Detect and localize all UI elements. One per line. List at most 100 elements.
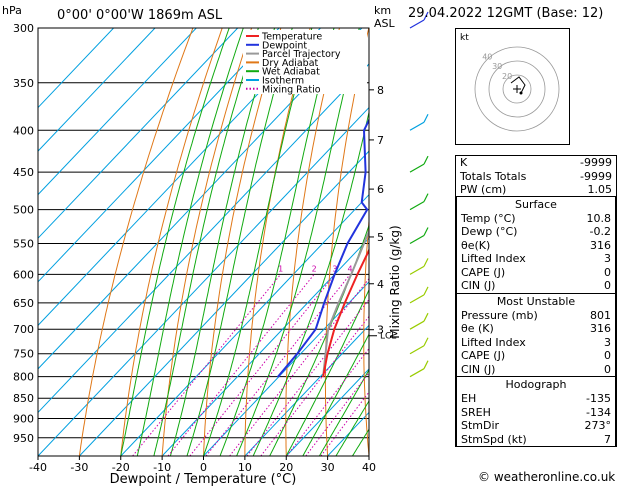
hodograph-title: Hodograph	[505, 378, 567, 391]
index-row: Totals Totals -9999	[456, 170, 616, 184]
km-unit-label: km	[374, 4, 391, 17]
pressure-tick-label: 800	[13, 371, 34, 384]
surface-label: Dewp (°C)	[461, 225, 518, 238]
pressure-tick-label: 850	[13, 392, 34, 405]
isotherm-line	[38, 28, 239, 239]
surface-row: Temp (°C) 10.8	[457, 212, 615, 226]
hodograph: kt 40 30 20	[455, 28, 570, 145]
pressure-tick-label: 950	[13, 432, 34, 445]
dry-adiabat-line	[203, 28, 282, 456]
hodograph-ring-label: 30	[492, 62, 502, 71]
unstable-label: Pressure (mb)	[461, 308, 538, 322]
km-tick-label: 4	[377, 278, 384, 291]
unstable-row: CAPE (J) 0	[457, 349, 615, 363]
pressure-tick-label: 500	[13, 204, 34, 217]
x-tick-label: 20	[279, 461, 293, 474]
unstable-label: Lifted Index	[461, 335, 526, 349]
surface-title: Surface	[515, 197, 557, 211]
most-unstable-box: Most Unstable Pressure (mb) 801 θe (K) 316 L…	[456, 292, 616, 377]
lcl-label: LCL	[380, 332, 396, 342]
pressure-tick-label: 300	[13, 22, 34, 35]
hodograph-ring	[474, 46, 560, 132]
unstable-value: 316	[590, 322, 611, 335]
unstable-row: θe (K) 316	[457, 322, 615, 336]
pressure-tick-label: 350	[13, 77, 34, 90]
unstable-value: 0	[604, 349, 611, 362]
isotherm-line	[38, 28, 156, 152]
unstable-label: CAPE (J)	[461, 349, 506, 362]
legend-label: Dry Adiabat	[262, 58, 319, 69]
hodograph-ring-label: 20	[502, 72, 512, 81]
unstable-row: Lifted Index 3	[457, 336, 615, 350]
surface-value: 0	[604, 279, 611, 292]
wet-adiabat-line	[269, 223, 369, 456]
mixing-ratio-line	[286, 347, 369, 456]
hodograph-stat-row: EH -135	[457, 392, 615, 406]
index-value: 1.05	[587, 183, 613, 196]
wind-barb	[409, 294, 425, 304]
hodograph-stat-row: SREH -134	[457, 406, 615, 420]
pressure-tick-label: 550	[13, 237, 34, 250]
isotherm-line	[79, 150, 369, 456]
mixing-ratio-line	[167, 274, 315, 456]
wet-adiabat-line	[318, 368, 369, 456]
temperature-line	[322, 248, 369, 378]
isotherm-line	[285, 368, 369, 456]
legend-label: Mixing Ratio	[262, 84, 321, 95]
mixing-ratio-axis-title: Mixing Ratio (g/kg)	[388, 225, 402, 338]
wet-adiabat-line	[169, 28, 276, 456]
wet-adiabat-line	[136, 28, 244, 456]
unstable-value: 801	[590, 308, 611, 322]
wind-barb	[409, 234, 425, 244]
x-tick-label: 30	[321, 461, 335, 474]
surface-row: CAPE (J) 0	[457, 266, 615, 280]
wet-adiabat-line	[203, 28, 313, 456]
surface-label: CIN (J)	[461, 279, 496, 292]
index-label: Totals Totals	[460, 169, 527, 183]
index-label: PW (cm)	[460, 183, 507, 196]
surface-value: 316	[590, 238, 611, 252]
surface-row: CIN (J) 0	[457, 279, 615, 293]
dry-adiabat-line	[120, 28, 223, 456]
indices-panel: K -9999 Totals Totals -9999 PW (cm) 1.05 Surf…	[455, 155, 617, 447]
km-tick-label: 6	[377, 183, 384, 196]
legend-label: Dewpoint	[262, 40, 307, 51]
surface-label: θe(K)	[461, 238, 491, 252]
hodograph-stat-row: StmSpd (kt) 7	[457, 433, 615, 447]
hodograph-stat-row: StmDir 273°	[457, 419, 615, 433]
x-tick-label: 0	[200, 461, 207, 474]
wet-adiabat-line	[335, 399, 369, 456]
mixing-ratio-label: 1	[278, 264, 283, 273]
legend-label: Isotherm	[262, 76, 304, 87]
dry-adiabat-line	[401, 28, 428, 456]
isotherm-line	[38, 28, 197, 196]
wet-adiabat-line	[302, 333, 369, 456]
wet-adiabat-line	[153, 28, 259, 456]
wind-barb	[409, 368, 425, 378]
surface-row: θe(K) 316	[457, 239, 615, 253]
x-tick-label: -20	[112, 461, 130, 474]
hodograph-stat-value: 7	[604, 432, 611, 446]
dewpoint-line	[276, 117, 369, 378]
surface-label: Lifted Index	[461, 252, 526, 265]
asl-unit-label: ASL	[374, 17, 396, 30]
x-tick-label: -30	[70, 461, 88, 474]
surface-box: Surface Temp (°C) 10.8 Dewp (°C) -0.2 θe(K) 3…	[456, 195, 616, 294]
index-row: PW (cm) 1.05	[456, 183, 616, 197]
hodograph-stat-label: EH	[461, 392, 477, 405]
unstable-row: Pressure (mb) 801	[457, 309, 615, 323]
wet-adiabat-line	[285, 288, 369, 456]
wind-barb-flag	[423, 337, 429, 347]
surface-label: CAPE (J)	[461, 265, 506, 279]
x-tick-label: 40	[362, 461, 376, 474]
wind-barb-flag	[423, 155, 429, 165]
pressure-tick-label: 750	[13, 348, 34, 361]
dry-adiabat-line	[324, 28, 369, 456]
mixing-ratio-line	[205, 274, 351, 456]
wet-adiabat-line	[252, 110, 369, 456]
x-tick-label: -10	[153, 461, 171, 474]
km-tick-label: 5	[377, 231, 384, 244]
wind-barb-flag	[423, 227, 429, 236]
x-axis-title: Dewpoint / Temperature (°C)	[110, 472, 297, 486]
pressure-tick-label: 600	[13, 268, 34, 281]
